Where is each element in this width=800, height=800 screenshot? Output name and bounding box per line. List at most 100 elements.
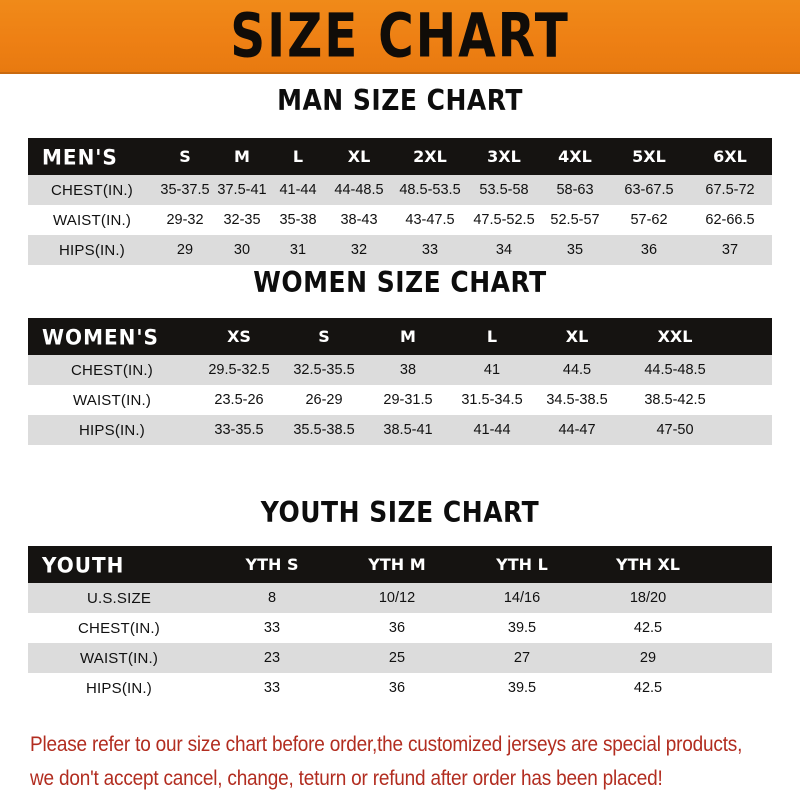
cell: 8 xyxy=(267,590,277,606)
column-header-yth-l: YTH L xyxy=(496,555,548,574)
cell: 34 xyxy=(495,242,513,258)
row-label-chest: CHEST(IN.) xyxy=(78,619,160,637)
cell-spacer xyxy=(712,583,772,613)
cell: 31.5-34.5 xyxy=(461,392,523,408)
cell: 36 xyxy=(640,242,658,258)
youth-header-label: YOUTH xyxy=(42,551,125,578)
cell: 38.5-42.5 xyxy=(644,392,706,408)
column-header-m: M xyxy=(234,147,250,166)
cell: 33 xyxy=(421,242,439,258)
cell: 29 xyxy=(176,242,194,258)
cell-spacer xyxy=(712,643,772,673)
column-header-2xl: 2XL xyxy=(413,147,447,166)
row-label-us-size: U.S.SIZE xyxy=(86,589,152,607)
cell: 29.5-32.5 xyxy=(208,362,270,378)
cell: 35-37.5 xyxy=(160,182,210,198)
disclaimer-line-2: we don't accept cancel, change, teturn o… xyxy=(30,767,663,791)
cell-spacer xyxy=(712,613,772,643)
cell: 38.5-41 xyxy=(383,422,433,438)
cell: 42.5 xyxy=(633,680,663,696)
table-header-row: WOMEN'S XS S M L XL XXL xyxy=(28,318,772,355)
cell: 47-50 xyxy=(656,422,694,438)
cell: 36 xyxy=(388,620,406,636)
banner-title: SIZE CHART xyxy=(230,0,570,72)
row-label-waist: WAIST(IN.) xyxy=(72,391,152,409)
youth-section-title: YOUTH SIZE CHART xyxy=(260,495,540,530)
cell: 37.5-41 xyxy=(217,182,267,198)
cell-spacer xyxy=(712,673,772,703)
column-header-yth-m: YTH M xyxy=(368,555,426,574)
cell: 44.5-48.5 xyxy=(644,362,706,378)
column-header-m: M xyxy=(400,327,416,346)
cell: 33 xyxy=(263,680,281,696)
cell: 33-35.5 xyxy=(214,422,264,438)
cell: 29-31.5 xyxy=(383,392,433,408)
column-header-xs: XS xyxy=(227,327,251,346)
cell: 43-47.5 xyxy=(405,212,455,228)
table-row: HIPS(IN.) 33 36 39.5 42.5 xyxy=(28,673,772,703)
row-label-hips: HIPS(IN.) xyxy=(79,421,145,439)
column-header-xl: XL xyxy=(565,327,589,346)
cell: 44-48.5 xyxy=(334,182,384,198)
row-label-hips: HIPS(IN.) xyxy=(59,241,125,259)
cell: 62-66.5 xyxy=(705,212,755,228)
cell: 14/16 xyxy=(503,590,541,606)
cell: 41-44 xyxy=(473,422,511,438)
youth-size-table: YOUTH YTH S YTH M YTH L YTH XL U.S.SIZE … xyxy=(28,546,772,703)
women-header-label: WOMEN'S xyxy=(42,323,159,350)
cell: 38-43 xyxy=(340,212,378,228)
column-header-spacer xyxy=(730,318,772,355)
table-row: WAIST(IN.) 23 25 27 29 xyxy=(28,643,772,673)
table-row: WAIST(IN.) 23.5-26 26-29 29-31.5 31.5-34… xyxy=(28,385,772,415)
cell: 18/20 xyxy=(629,590,667,606)
table-row: CHEST(IN.) 35-37.5 37.5-41 41-44 44-48.5… xyxy=(28,175,772,205)
column-header-s: S xyxy=(179,147,191,166)
row-label-hips: HIPS(IN.) xyxy=(86,679,152,697)
cell: 29 xyxy=(639,650,657,666)
cell: 42.5 xyxy=(633,620,663,636)
cell-spacer xyxy=(730,415,772,445)
women-section-title: WOMEN SIZE CHART xyxy=(253,265,547,300)
cell: 32.5-35.5 xyxy=(293,362,355,378)
cell: 53.5-58 xyxy=(479,182,529,198)
cell: 23.5-26 xyxy=(214,392,264,408)
table-row: CHEST(IN.) 33 36 39.5 42.5 xyxy=(28,613,772,643)
column-header-l: L xyxy=(486,327,498,346)
cell: 39.5 xyxy=(507,680,537,696)
cell: 44-47 xyxy=(558,422,596,438)
column-header-spacer xyxy=(712,546,772,583)
cell: 32-35 xyxy=(223,212,261,228)
column-header-xxl: XXL xyxy=(657,327,693,346)
banner: SIZE CHART xyxy=(0,0,800,74)
cell: 33 xyxy=(263,620,281,636)
cell: 63-67.5 xyxy=(624,182,674,198)
cell: 25 xyxy=(388,650,406,666)
cell: 41 xyxy=(483,362,501,378)
cell: 41-44 xyxy=(279,182,317,198)
cell-spacer xyxy=(730,355,772,385)
table-row: WAIST(IN.) 29-32 32-35 35-38 38-43 43-47… xyxy=(28,205,772,235)
cell: 44.5 xyxy=(562,362,592,378)
row-label-chest: CHEST(IN.) xyxy=(51,181,133,199)
column-header-xl: XL xyxy=(347,147,371,166)
cell: 67.5-72 xyxy=(705,182,755,198)
table-row: U.S.SIZE 8 10/12 14/16 18/20 xyxy=(28,583,772,613)
column-header-4xl: 4XL xyxy=(558,147,592,166)
column-header-6xl: 6XL xyxy=(713,147,747,166)
table-row: HIPS(IN.) 29 30 31 32 33 34 35 36 37 xyxy=(28,235,772,265)
column-header-yth-s: YTH S xyxy=(245,555,299,574)
cell: 32 xyxy=(350,242,368,258)
cell: 36 xyxy=(388,680,406,696)
men-header-label: MEN'S xyxy=(42,143,118,170)
table-header-row: MEN'S S M L XL 2XL 3XL 4XL 5XL 6XL xyxy=(28,138,772,175)
column-header-3xl: 3XL xyxy=(487,147,521,166)
cell: 23 xyxy=(263,650,281,666)
cell: 38 xyxy=(399,362,417,378)
cell: 26-29 xyxy=(305,392,343,408)
cell: 37 xyxy=(721,242,739,258)
cell: 48.5-53.5 xyxy=(399,182,461,198)
column-header-l: L xyxy=(292,147,304,166)
table-header-row: YOUTH YTH S YTH M YTH L YTH XL xyxy=(28,546,772,583)
disclaimer-note: Please refer to our size chart before or… xyxy=(30,728,778,796)
